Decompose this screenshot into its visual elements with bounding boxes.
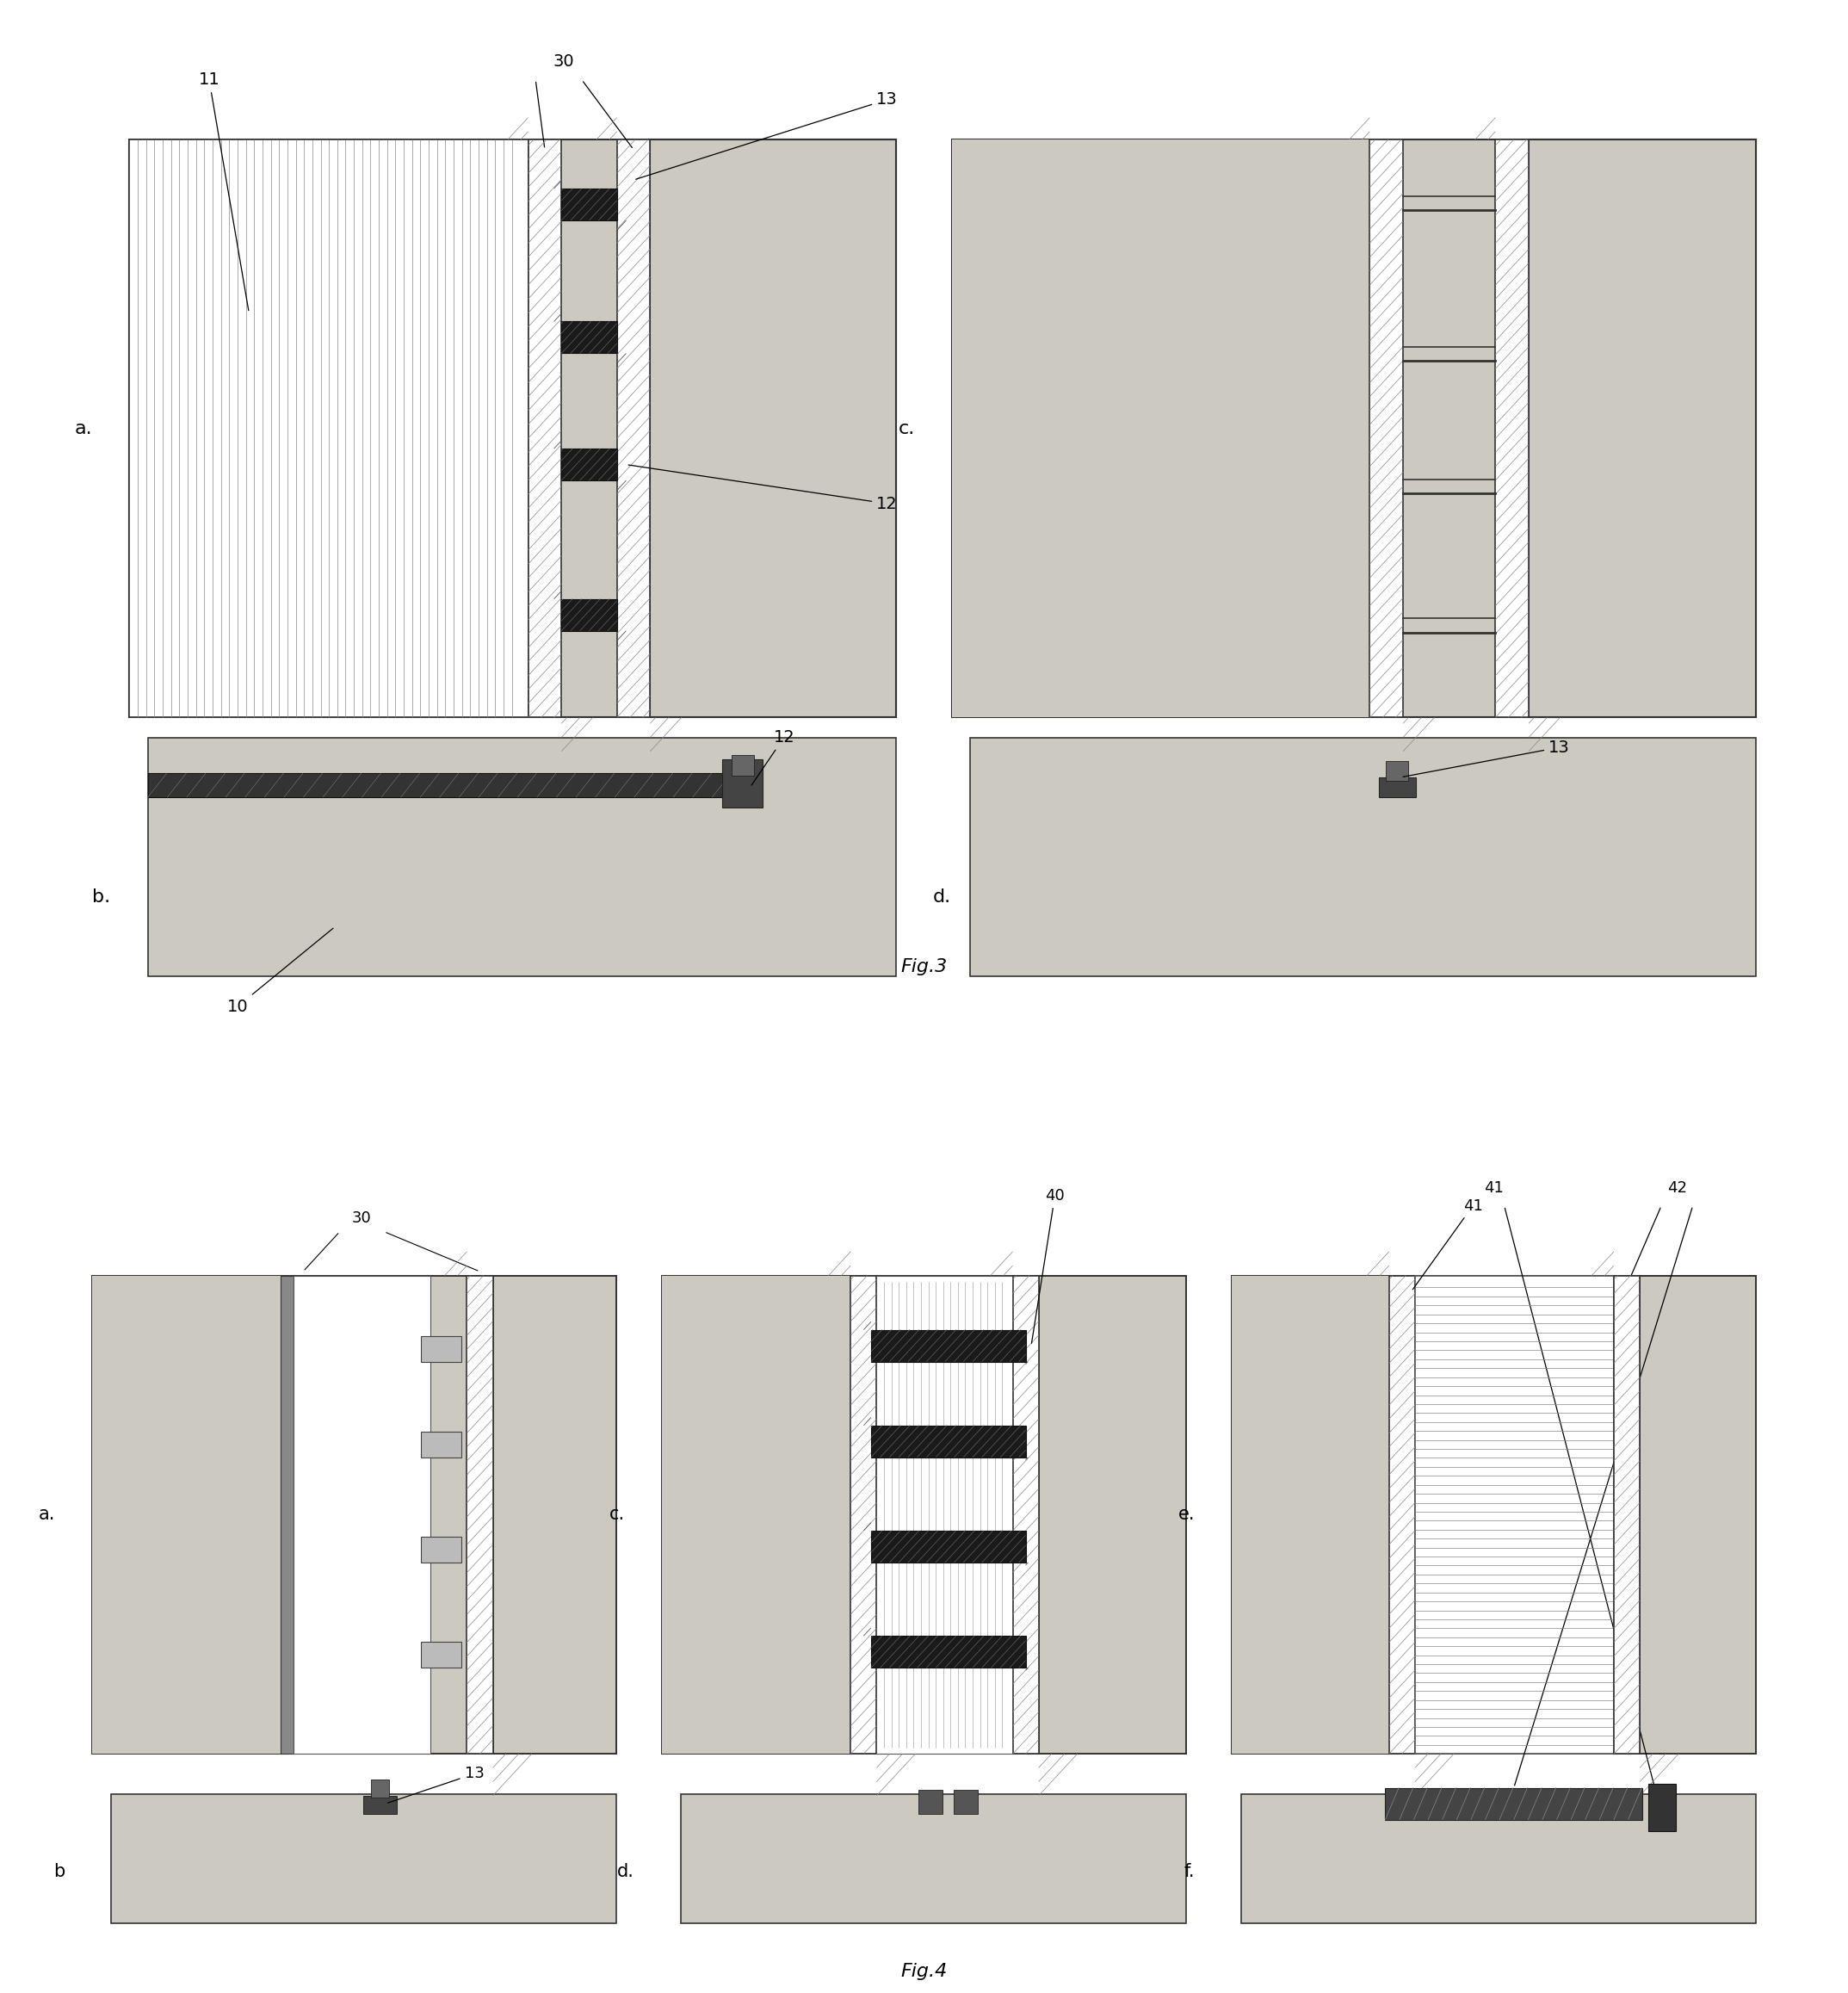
Bar [1369, 140, 1403, 717]
Text: b: b [54, 1863, 65, 1879]
Text: f.: f. [1185, 1863, 1196, 1879]
Bar [1528, 140, 1756, 717]
Bar [870, 1425, 1026, 1457]
Bar [1613, 1276, 1639, 1754]
Bar [281, 1276, 294, 1754]
Text: a.: a. [39, 1507, 55, 1523]
Text: 41: 41 [1412, 1198, 1482, 1289]
Text: b.: b. [92, 889, 111, 905]
Bar [129, 140, 529, 717]
Text: Fig.4: Fig.4 [900, 1963, 948, 1981]
Text: 30: 30 [553, 54, 575, 70]
Bar [562, 189, 617, 221]
Bar [111, 1794, 615, 1923]
Text: 11: 11 [198, 72, 249, 311]
Text: 30: 30 [353, 1210, 371, 1226]
Bar [1039, 1276, 1186, 1754]
Text: 10: 10 [227, 929, 333, 1014]
Bar [421, 1642, 462, 1668]
Bar [662, 1276, 850, 1754]
Text: 12: 12 [752, 729, 795, 785]
Text: 40: 40 [1031, 1188, 1064, 1343]
Text: c.: c. [610, 1507, 625, 1523]
Bar [92, 1276, 615, 1754]
Bar [850, 1276, 876, 1754]
Text: 13: 13 [636, 92, 898, 179]
Bar [870, 1636, 1026, 1668]
Bar [1013, 1276, 1039, 1754]
Text: 12: 12 [628, 464, 898, 512]
Bar [876, 1276, 1013, 1754]
Bar [723, 759, 763, 807]
Bar [1648, 1784, 1676, 1832]
Bar [1495, 140, 1528, 717]
Bar [529, 140, 562, 717]
Bar [129, 140, 896, 717]
Text: a.: a. [74, 421, 92, 436]
Bar [148, 737, 896, 977]
Text: d.: d. [933, 889, 952, 905]
Text: 42: 42 [1667, 1180, 1687, 1196]
Bar [468, 1276, 493, 1754]
Bar [954, 1790, 978, 1814]
Bar [562, 448, 617, 480]
Bar [1639, 1276, 1756, 1754]
Bar [364, 1796, 397, 1814]
Bar [870, 1531, 1026, 1563]
Bar [493, 1276, 615, 1754]
Bar [1242, 1794, 1756, 1923]
Bar [870, 1329, 1026, 1361]
Bar [1233, 1276, 1756, 1754]
Bar [1416, 1276, 1613, 1754]
Text: 41: 41 [1484, 1180, 1504, 1196]
Bar [371, 1780, 390, 1798]
Bar [617, 140, 650, 717]
Bar [1379, 777, 1416, 797]
Bar [294, 1276, 431, 1754]
Bar [970, 737, 1756, 977]
Bar [148, 773, 732, 797]
Bar [1386, 1788, 1643, 1820]
Bar [1390, 1276, 1416, 1754]
Text: Fig.3: Fig.3 [900, 959, 948, 975]
Text: 13: 13 [1403, 739, 1571, 777]
Bar [732, 755, 754, 775]
Bar [421, 1431, 462, 1457]
Bar [952, 140, 1369, 717]
Bar [421, 1537, 462, 1563]
Bar [918, 1790, 942, 1814]
Bar [562, 598, 617, 630]
Bar [952, 140, 1756, 717]
Bar [680, 1794, 1186, 1923]
Bar [662, 1276, 1186, 1754]
Bar [1386, 761, 1408, 781]
Text: d.: d. [617, 1863, 634, 1879]
Bar [562, 321, 617, 353]
Bar [92, 1276, 281, 1754]
Text: 13: 13 [388, 1766, 484, 1804]
Text: c.: c. [898, 421, 915, 436]
Bar [421, 1335, 462, 1361]
Bar [650, 140, 896, 717]
Text: e.: e. [1179, 1507, 1196, 1523]
Bar [1233, 1276, 1390, 1754]
